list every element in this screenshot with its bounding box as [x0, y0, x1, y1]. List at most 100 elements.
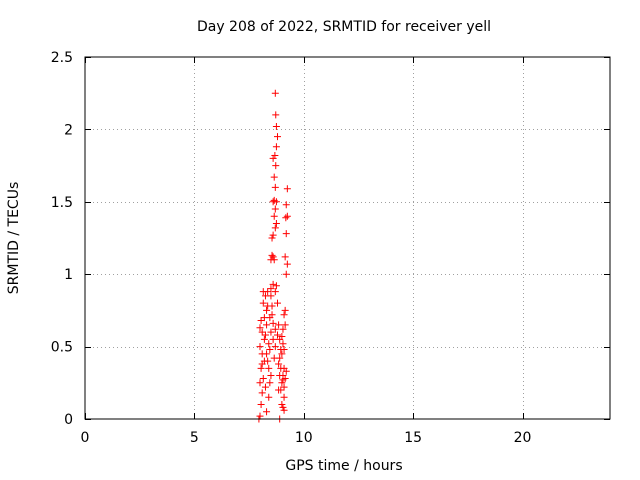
- y-tick-label: 0.5: [51, 340, 73, 356]
- x-tick-label: 10: [295, 430, 313, 446]
- y-tick-label: 1: [64, 267, 73, 283]
- data-point: [256, 412, 264, 420]
- data-point: [264, 357, 272, 365]
- x-tick-label: 15: [404, 430, 422, 446]
- data-point: [281, 306, 289, 314]
- data-point: [265, 393, 273, 401]
- data-point: [272, 143, 280, 151]
- data-point: [256, 324, 264, 332]
- data-point: [282, 367, 290, 375]
- data-point: [278, 350, 286, 358]
- data-point: [267, 328, 275, 336]
- data-point: [278, 379, 286, 387]
- y-tick-label: 0: [64, 412, 73, 428]
- data-point: [266, 379, 274, 387]
- data-point: [263, 408, 271, 416]
- data-point: [272, 282, 280, 290]
- data-point: [267, 285, 275, 293]
- data-point: [269, 154, 277, 162]
- data-point: [268, 234, 276, 242]
- data-point: [278, 332, 286, 340]
- data-point: [265, 364, 273, 372]
- data-point: [266, 345, 274, 353]
- data-point: [278, 401, 286, 409]
- data-point: [271, 183, 279, 191]
- data-point: [283, 185, 291, 193]
- data-point: [271, 325, 279, 333]
- data-point: [271, 205, 279, 213]
- data-point: [268, 311, 276, 319]
- data-point: [277, 345, 285, 353]
- data-points: [255, 89, 291, 423]
- data-point: [282, 270, 290, 278]
- data-point: [260, 335, 268, 343]
- data-point: [269, 335, 277, 343]
- data-point: [276, 354, 284, 362]
- data-point: [272, 198, 280, 206]
- data-point: [270, 173, 278, 181]
- tick-labels: 0 5 10 15 20 0 0.5 1 1.5 2 2.5: [51, 50, 532, 446]
- data-point: [283, 212, 291, 220]
- data-point: [261, 383, 269, 391]
- y-tick-label: 2: [64, 122, 73, 138]
- x-axis-label: GPS time / hours: [285, 458, 402, 474]
- data-point: [258, 389, 266, 397]
- data-point: [264, 302, 272, 310]
- data-point: [272, 220, 280, 228]
- data-point: [269, 253, 277, 261]
- data-point: [282, 214, 290, 222]
- data-point: [282, 230, 290, 238]
- y-tick-label: 2.5: [51, 50, 73, 66]
- data-point: [280, 383, 288, 391]
- y-axis-label: SRMTID / TECUs: [6, 182, 22, 295]
- data-point: [258, 360, 266, 368]
- data-point: [283, 260, 291, 268]
- data-point: [274, 299, 281, 307]
- data-point: [282, 201, 290, 209]
- plot-frame: [84, 56, 611, 420]
- data-point: [271, 288, 279, 296]
- data-point: [263, 306, 271, 314]
- data-point: [257, 364, 265, 372]
- ticks: [85, 57, 610, 420]
- data-point: [271, 89, 279, 97]
- x-tick-label: 0: [81, 430, 90, 446]
- data-point: [280, 406, 288, 414]
- data-point: [274, 133, 281, 141]
- data-point: [271, 151, 279, 159]
- data-point: [279, 325, 287, 333]
- data-point: [267, 292, 275, 300]
- data-point: [280, 393, 288, 401]
- data-point: [275, 360, 283, 368]
- data-point: [259, 374, 267, 382]
- data-point: [268, 251, 276, 259]
- data-point: [267, 372, 275, 380]
- data-point: [275, 386, 283, 394]
- data-point: [263, 321, 271, 329]
- data-point: [257, 401, 265, 409]
- data-point: [279, 403, 287, 411]
- data-point: [259, 299, 267, 307]
- grid: [85, 57, 610, 419]
- data-point: [272, 162, 280, 170]
- x-tick-label: 5: [190, 430, 199, 446]
- data-point: [272, 123, 280, 131]
- data-point: [277, 364, 285, 372]
- data-point: [271, 343, 279, 351]
- chart-title: Day 208 of 2022, SRMTID for receiver yel…: [197, 19, 491, 35]
- y-tick-label: 1.5: [51, 195, 73, 211]
- x-tick-label: 20: [514, 430, 532, 446]
- data-point: [274, 331, 281, 339]
- data-point: [269, 280, 277, 288]
- data-point: [259, 288, 267, 296]
- data-point: [270, 256, 278, 264]
- data-point: [281, 253, 289, 261]
- data-point: [279, 340, 287, 348]
- data-point: [271, 224, 279, 232]
- data-point: [258, 328, 266, 336]
- data-point: [257, 317, 265, 325]
- data-point: [269, 231, 277, 239]
- data-point: [279, 376, 287, 384]
- data-point: [269, 319, 277, 327]
